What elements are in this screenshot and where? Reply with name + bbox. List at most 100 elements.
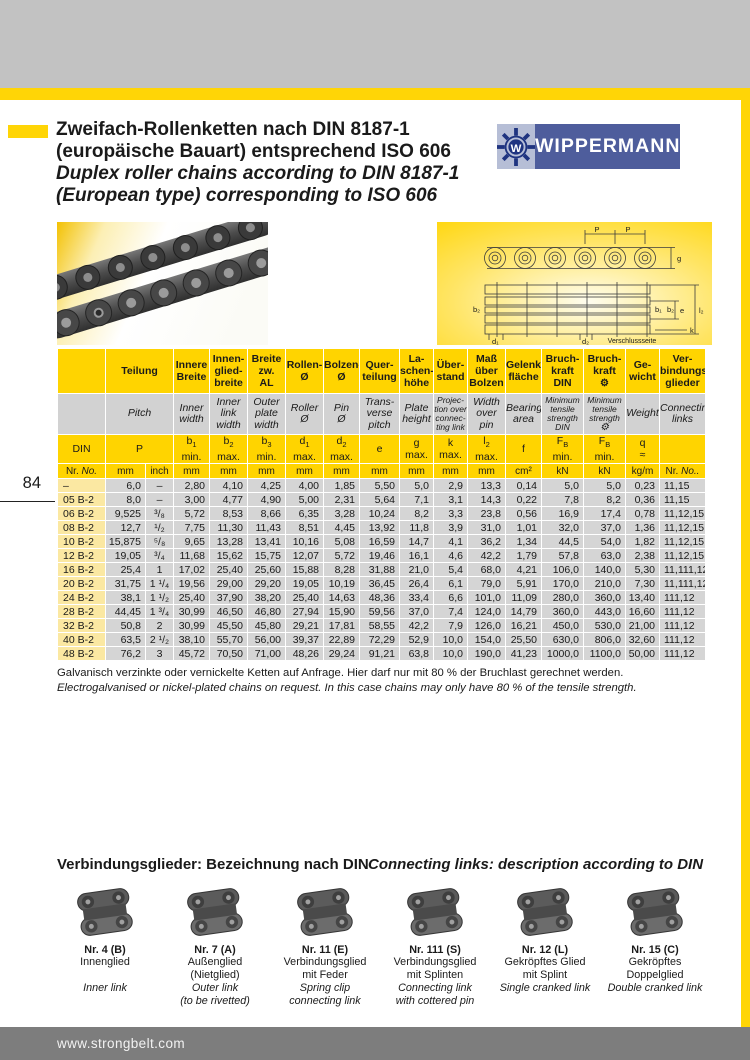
table-cell: 15,875 (105, 534, 146, 550)
table-cell: 16 B-2 (57, 562, 106, 578)
table-row: 05 B-2 8,0–3,00 4,77 4,90 5,00 2,31 5,64 7,1 3,1… (57, 492, 706, 508)
table-cell: 14,63 (323, 590, 360, 606)
table-cell: ¹/₂ (145, 520, 174, 536)
table-cell: 76,2 (105, 646, 146, 662)
connecting-links-heading: Verbindungsglieder: Bezeichnung nach DIN… (0, 856, 750, 876)
table-cell: 37,90 (209, 590, 248, 606)
table-cell: 4,21 (505, 562, 542, 578)
link-label-en: Outer link (to be rivetted) (180, 982, 250, 1007)
table-cell: 06 B-2 (57, 506, 106, 522)
connecting-link-photo (187, 888, 243, 936)
header-cell: Breite zw. AL (247, 348, 286, 394)
table-cell: 24 B-2 (57, 590, 106, 606)
table-cell: 19,56 (173, 576, 210, 592)
table-cell: 21,0 (399, 562, 434, 578)
table-cell: 0,14 (505, 478, 542, 494)
unit-cell: mm (399, 463, 434, 480)
table-row: 08 B-2 12,7 ¹/₂ 7,75 11,30 11,43 8,51 4,45 13,92… (57, 520, 706, 536)
table-cell: 8,0 (105, 492, 146, 508)
header-cell: Teilung (105, 348, 174, 394)
table-cell: 2,80 (173, 478, 210, 494)
link-label-en: Spring clip connecting link (289, 982, 361, 1007)
connecting-link-item: Nr. 15 (C) Gekröpftes Doppelglied Double… (600, 884, 710, 1007)
link-label-de: Gekröpftes Glied mit Splint (504, 956, 586, 981)
connecting-link-photo (297, 888, 353, 936)
table-cell: 15,75 (247, 548, 286, 564)
header-cell: g max. (399, 433, 434, 465)
header-cell: Ver- bindungs- glieder (659, 348, 706, 394)
table-cell: 30,99 (173, 604, 210, 620)
table-cell: 17,81 (323, 618, 360, 634)
top-accent-band (0, 88, 750, 100)
table-cell: 2,9 (433, 478, 468, 494)
dim-label-b2-left: b₂ (473, 305, 480, 314)
spec-table: Teilung Innere Breite Innen- glied- breite… (57, 348, 706, 662)
header-cell: Minimum tensile strength ⚙ (583, 393, 626, 435)
brand-mark-letter: W (511, 142, 522, 154)
table-cell: 57,8 (541, 548, 584, 564)
table-cell: 124,0 (467, 604, 506, 620)
header-cell: d2 max. (323, 433, 360, 465)
table-cell: 170,0 (541, 576, 584, 592)
brand-logo: W WIPPERMANN (497, 124, 681, 169)
chain-spec-table: Teilung Innere Breite Innen- glied- breite… (57, 348, 706, 662)
links-heading-en: Connecting links: description according … (368, 856, 704, 873)
table-cell: 46,50 (209, 604, 248, 620)
table-cell: 5,0 (399, 478, 434, 494)
brand-wordmark: WIPPERMANN (535, 124, 681, 169)
table-cell: 33,4 (399, 590, 434, 606)
header-cell: f (505, 433, 542, 465)
table-cell: 28 B-2 (57, 604, 106, 620)
header-cell: Connecting links (659, 393, 706, 435)
table-cell: 1000,0 (541, 646, 584, 662)
header-cell: Outer plate width (247, 393, 286, 435)
table-cell: 50,00 (625, 646, 660, 662)
dim-label-l2: l₂ (699, 306, 704, 315)
table-cell: 4,45 (323, 520, 360, 536)
table-cell: – (57, 478, 106, 494)
table-row: –6,0–2,80 4,10 4,25 4,00 1,85 5,50 5,0 2,9 13,3 0… (57, 478, 706, 494)
table-cell: 7,4 (433, 604, 468, 620)
table-cell: 5,0 (541, 478, 584, 494)
table-cell: 12,07 (285, 548, 324, 564)
header-cell: Plate height (399, 393, 434, 435)
table-cell: 4,1 (433, 534, 468, 550)
table-cell: 3,1 (433, 492, 468, 508)
table-cell: 8,51 (285, 520, 324, 536)
connecting-link-photo (517, 888, 573, 936)
table-cell: 12 B-2 (57, 548, 106, 564)
table-cell: 5,30 (625, 562, 660, 578)
table-cell: 7,30 (625, 576, 660, 592)
table-row: 40 B-2 63,5 2 ¹/₂ 38,10 55,70 56,00 39,37 22,89… (57, 632, 706, 648)
table-cell: 55,70 (209, 632, 248, 648)
table-cell: 11,09 (505, 590, 542, 606)
table-cell: 48 B-2 (57, 646, 106, 662)
table-cell: 360,0 (583, 590, 626, 606)
table-cell: 91,21 (359, 646, 400, 662)
table-header-row: Pitch Inner width Inner link width Outer pl… (57, 393, 706, 435)
table-cell: 10,16 (285, 534, 324, 550)
gear-emblem-icon: W (497, 124, 535, 169)
table-cell: 7,75 (173, 520, 210, 536)
table-cell: 111,12 (659, 618, 706, 634)
page-number: 84 (22, 474, 41, 492)
table-cell: 38,1 (105, 590, 146, 606)
gear-icon: ⚙ (600, 421, 609, 433)
table-cell: 44,5 (541, 534, 584, 550)
link-code: Nr. 4 (B) (84, 944, 126, 956)
table-cell: 9,525 (105, 506, 146, 522)
header-cell: Bolzen- Ø (323, 348, 360, 394)
header-cell: Innen- glied- breite (209, 348, 248, 394)
footer-url[interactable]: www.strongbelt.com (57, 1036, 185, 1051)
table-row: 48 B-2 76,2 3 45,72 70,50 71,00 48,26 29,24 91,2… (57, 646, 706, 662)
table-cell: 29,20 (247, 576, 286, 592)
table-cell: 0,36 (625, 492, 660, 508)
table-cell: 27,94 (285, 604, 324, 620)
table-cell: 08 B-2 (57, 520, 106, 536)
table-cell: 5,4 (433, 562, 468, 578)
table-cell: 14,79 (505, 604, 542, 620)
connecting-link-photo (407, 888, 463, 936)
header-cell: b2 max. (209, 433, 248, 465)
table-row: 12 B-2 19,05 ³/₄ 11,68 15,62 15,75 12,07 5,72 19… (57, 548, 706, 564)
table-cell: 5,91 (505, 576, 542, 592)
